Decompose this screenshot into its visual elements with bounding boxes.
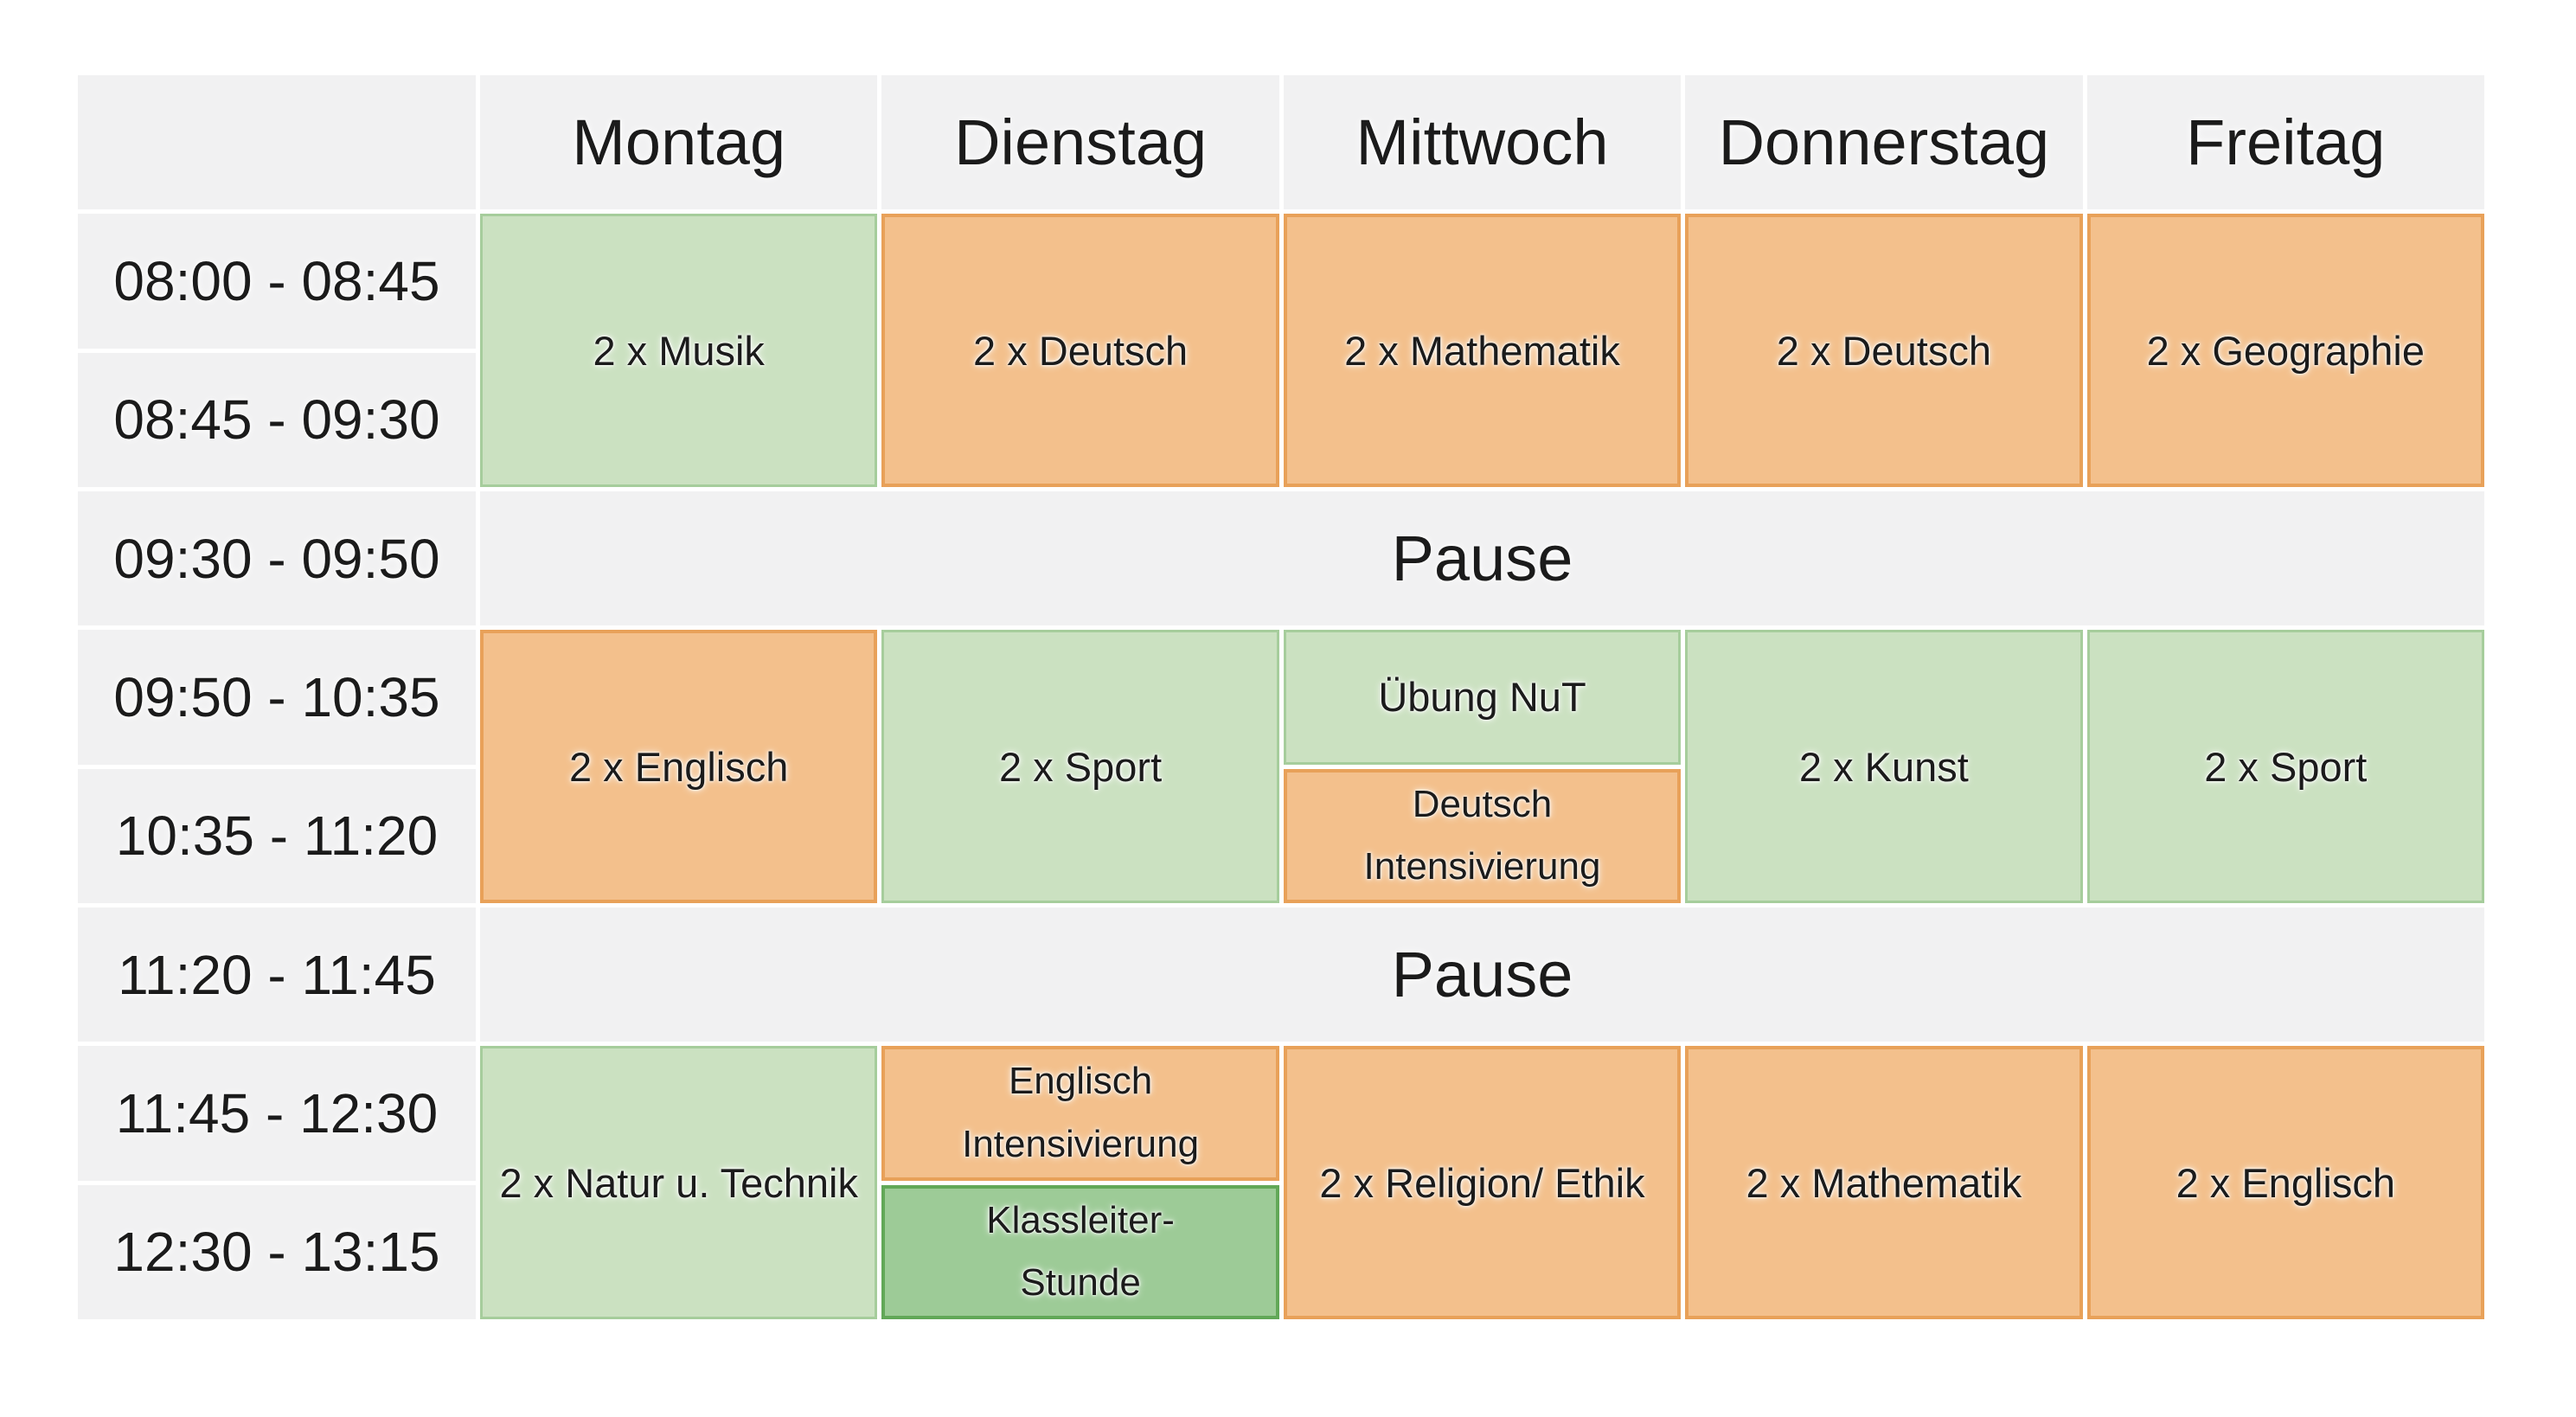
time-slot-1035-1120: 10:35 - 11:20 xyxy=(78,768,476,903)
day-header-montag: Montag xyxy=(480,75,878,210)
time-slot-0845-0930: 08:45 - 09:30 xyxy=(78,352,476,487)
pause-row-1: Pause xyxy=(480,490,2484,626)
lesson-montag-musik: 2 x Musik xyxy=(480,214,878,487)
lesson-donnerstag-kunst: 2 x Kunst xyxy=(1685,630,2083,903)
lesson-dienstag-klassleiter-stunde: Klassleiter-Stunde xyxy=(881,1184,1279,1319)
lesson-mittwoch-uebung-nut: Übung NuT xyxy=(1283,630,1682,765)
time-slot-0800-0845: 08:00 - 08:45 xyxy=(78,214,476,349)
lesson-mittwoch-deutsch-intensivierung: Deutsch Intensivierung xyxy=(1283,768,1682,903)
time-slot-1145-1230: 11:45 - 12:30 xyxy=(78,1046,476,1181)
timetable-table: Montag Dienstag Mittwoch Donnerstag Frei… xyxy=(78,75,2484,1319)
lesson-dienstag-sport: 2 x Sport xyxy=(881,630,1279,903)
lesson-donnerstag-deutsch: 2 x Deutsch xyxy=(1685,214,2083,487)
lesson-freitag-geographie: 2 x Geographie xyxy=(2086,214,2484,487)
lesson-montag-natur-technik: 2 x Natur u. Technik xyxy=(480,1046,878,1319)
time-slot-1120-1145: 11:20 - 11:45 xyxy=(78,907,476,1042)
time-slot-0930-0950: 09:30 - 09:50 xyxy=(78,490,476,626)
lesson-montag-englisch: 2 x Englisch xyxy=(480,630,878,903)
time-slot-1230-1315: 12:30 - 13:15 xyxy=(78,1184,476,1319)
day-header-mittwoch: Mittwoch xyxy=(1283,75,1682,210)
lesson-dienstag-englisch-intensivierung: Englisch Intensivierung xyxy=(881,1046,1279,1181)
lesson-dienstag-deutsch: 2 x Deutsch xyxy=(881,214,1279,487)
day-header-donnerstag: Donnerstag xyxy=(1685,75,2083,210)
lesson-mittwoch-mathematik: 2 x Mathematik xyxy=(1283,214,1682,487)
time-slot-0950-1035: 09:50 - 10:35 xyxy=(78,630,476,765)
lesson-donnerstag-mathematik: 2 x Mathematik xyxy=(1685,1046,2083,1319)
corner-cell xyxy=(78,75,476,210)
lesson-freitag-englisch: 2 x Englisch xyxy=(2086,1046,2484,1319)
pause-row-2: Pause xyxy=(480,907,2484,1042)
day-header-dienstag: Dienstag xyxy=(881,75,1279,210)
lesson-mittwoch-religion-ethik: 2 x Religion/ Ethik xyxy=(1283,1046,1682,1319)
lesson-freitag-sport: 2 x Sport xyxy=(2086,630,2484,903)
day-header-freitag: Freitag xyxy=(2086,75,2484,210)
